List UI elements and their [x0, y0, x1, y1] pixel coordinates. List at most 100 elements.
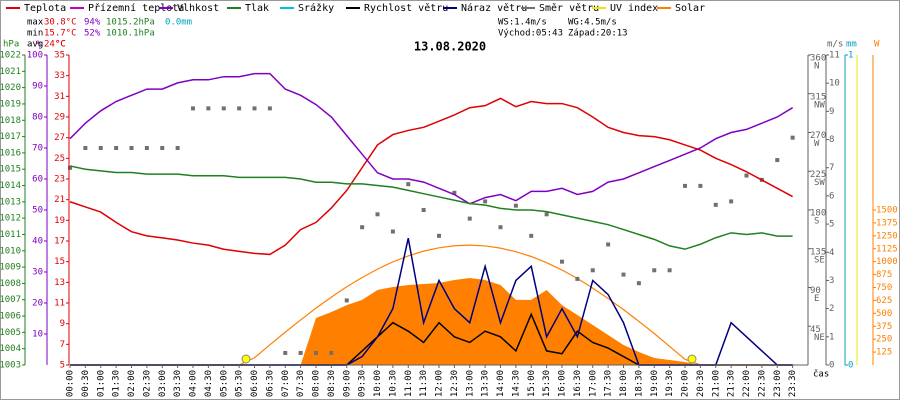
direction-point [513, 203, 518, 208]
x-tick-label: 11:30 [419, 370, 429, 397]
y-tick-label: 50 [32, 206, 43, 216]
y-tick-label: 1021 [0, 67, 21, 77]
direction-point [560, 259, 564, 264]
y-tick-label: 1 [829, 332, 834, 342]
direction-point [729, 199, 734, 204]
y-tick-label: 0 [829, 361, 834, 371]
y-tick-label: 1000 [876, 257, 898, 267]
y-tick-label: 1003 [0, 361, 21, 371]
x-tick-label: 07:00 [281, 370, 291, 397]
y-tick-label: 35 [54, 51, 65, 61]
x-tick-label: 14:30 [511, 370, 521, 397]
direction-point [83, 146, 88, 150]
x-tick-label: 15:30 [542, 370, 552, 397]
x-tick-label: 21:30 [727, 370, 737, 397]
x-tick-label: 18:00 [619, 370, 629, 397]
y-tick-label: 19 [54, 216, 65, 226]
x-tick-label: 22:30 [757, 370, 767, 397]
y-tick-label: 9 [60, 319, 65, 329]
y-tick-label: 3 [829, 276, 834, 286]
y-tick-label: 1013 [0, 197, 21, 207]
y-tick-label: 1 [848, 51, 853, 61]
direction-point [713, 202, 718, 207]
y-tick-label: 60 [32, 175, 43, 185]
x-tick-label: 17:00 [588, 370, 598, 397]
x-tick-label: 00:00 [66, 370, 76, 397]
x-tick-label: 19:00 [650, 370, 660, 397]
x-tick-label: 01:30 [112, 370, 122, 397]
direction-point [775, 158, 780, 163]
direction-point [421, 208, 426, 212]
direction-point [267, 106, 272, 111]
direction-point [452, 190, 457, 195]
direction-label: SW [814, 178, 825, 188]
stat-text: 15.7°C [44, 29, 77, 39]
y-tick-label: 250 [876, 335, 892, 345]
y-tick-label: 6 [829, 191, 834, 201]
y-tick-label: 100 [27, 51, 43, 61]
x-tick-label: 14:00 [496, 370, 506, 397]
direction-point [698, 183, 703, 188]
direction-point [406, 182, 411, 187]
stat-text: 1010.1hPa [106, 29, 155, 39]
y-tick-label: 1011 [0, 230, 21, 240]
wind-info: Východ:05:43 [498, 29, 563, 39]
direction-point [252, 106, 257, 111]
x-tick-label: 19:30 [665, 370, 675, 397]
direction-point [191, 106, 195, 111]
y-tick-label: 1014 [0, 181, 21, 191]
axis-title: mm [846, 40, 857, 50]
x-tick-label: 15:00 [527, 370, 537, 397]
y-tick-label: 1375 [876, 218, 898, 228]
x-tick-label: 06:30 [265, 370, 275, 397]
y-tick-label: 25 [54, 154, 65, 164]
series-line [69, 97, 793, 256]
axis-title: hPa [3, 40, 19, 50]
legend-label: Tlak [245, 3, 269, 14]
direction-label: N [814, 62, 819, 72]
x-tick-label: 05:00 [219, 370, 229, 397]
direction-point [175, 146, 180, 150]
direction-point [467, 216, 472, 221]
y-tick-label: 500 [876, 309, 892, 319]
direction-point [98, 146, 103, 150]
legend-label: UV index [610, 3, 658, 14]
x-tick-label: 10:30 [388, 370, 398, 397]
legend-label: Solar [675, 3, 705, 14]
direction-point [68, 165, 72, 170]
x-tick-label: 12:00 [435, 370, 445, 397]
legend-label: Teplota [24, 3, 66, 14]
stat-text: 52% [84, 29, 101, 39]
direction-point [344, 298, 349, 303]
direction-point [375, 212, 380, 217]
direction-point [206, 106, 211, 111]
x-tick-label: 04:00 [189, 370, 199, 397]
x-tick-label: 01:00 [96, 370, 106, 397]
y-tick-label: 5 [60, 361, 65, 371]
legend-label: Směr větru [539, 2, 599, 14]
wind-info: WG:4.5m/s [568, 18, 617, 28]
x-tick-label: 08:30 [327, 370, 337, 397]
x-tick-label: 08:00 [312, 370, 322, 397]
axis-title: m/s [827, 40, 843, 50]
y-tick-label: 1020 [0, 83, 21, 93]
y-tick-label: 625 [876, 296, 892, 306]
y-tick-label: 1016 [0, 148, 21, 158]
direction-point [790, 135, 795, 140]
x-tick-label: 12:30 [450, 370, 460, 397]
direction-point [221, 106, 226, 111]
y-tick-label: 30 [32, 268, 43, 278]
x-axis-label: čas [813, 369, 829, 380]
x-tick-label: 16:30 [573, 370, 583, 397]
x-tick-label: 03:30 [173, 370, 183, 397]
x-tick-label: 17:30 [604, 370, 614, 397]
x-tick-label: 21:00 [711, 370, 721, 397]
direction-point [390, 229, 395, 234]
y-tick-label: 270 [810, 131, 826, 141]
y-tick-label: 360 [810, 54, 826, 64]
y-tick-label: 17 [54, 237, 65, 247]
x-tick-label: 20:30 [696, 370, 706, 397]
direction-point [283, 350, 288, 355]
direction-point [744, 173, 749, 178]
chart-title: 13.08.2020 [414, 40, 486, 54]
